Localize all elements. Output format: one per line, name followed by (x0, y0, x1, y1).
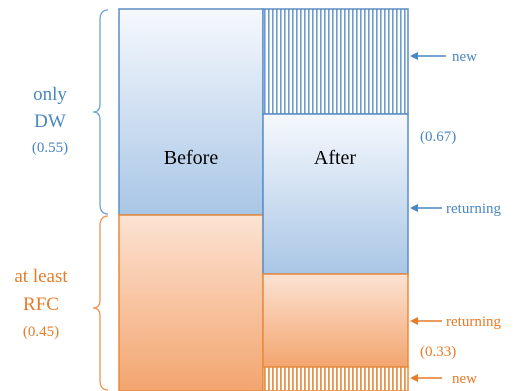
after-rfc-new-block (262, 366, 409, 391)
at-least-rfc-label-line2: RFC (23, 294, 59, 315)
after-rfc-returning-block (262, 273, 409, 368)
column-label-before: Before (164, 147, 219, 169)
at-least-rfc-label-line1: at least (14, 266, 68, 287)
before-at-least-rfc-block (118, 214, 264, 391)
annotation-new-bottom: new (452, 371, 477, 387)
after-dw-returning-block (262, 113, 409, 275)
annotation-share-top: (0.67) (420, 129, 456, 145)
arrow-left-icon (410, 204, 442, 212)
annotation-new-top: new (452, 49, 477, 65)
after-dw-new-block (262, 8, 409, 115)
only-dw-label-line1: only (33, 84, 67, 105)
only-dw-share: (0.55) (32, 140, 68, 156)
at-least-rfc-share: (0.45) (23, 324, 59, 340)
arrow-left-icon (410, 317, 442, 325)
brace-at-least-rfc (92, 215, 109, 391)
annotation-returning-top: returning (446, 201, 501, 217)
annotation-returning-bottom: returning (446, 314, 501, 330)
arrow-left-icon (410, 374, 442, 382)
only-dw-label-line2: DW (34, 111, 66, 132)
arrow-left-icon (410, 52, 446, 60)
before-only-dw-block (118, 8, 264, 216)
brace-only-dw (92, 9, 109, 215)
annotation-share-bottom: (0.33) (420, 344, 456, 360)
column-label-after: After (314, 147, 357, 169)
